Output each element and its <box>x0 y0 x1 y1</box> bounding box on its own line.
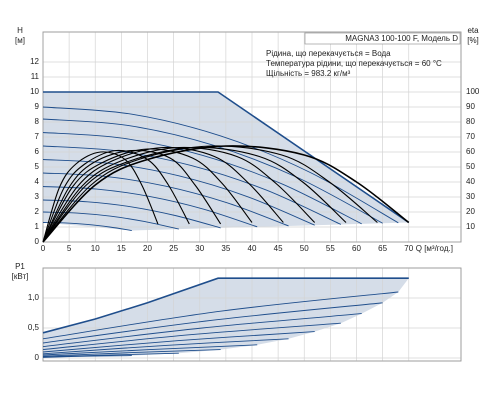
y-tick-label: 10 <box>30 87 39 96</box>
y-tick-label: 0 <box>35 237 40 246</box>
x-tick-label: 15 <box>117 244 126 253</box>
x-axis-label: Q [м³/год.] <box>416 244 453 253</box>
y-tick-label: 12 <box>30 57 39 66</box>
x-tick-label: 45 <box>274 244 283 253</box>
y2-tick-label: 30 <box>466 192 475 201</box>
y-axis-label: P1 <box>15 262 25 271</box>
x-tick-label: 70 <box>404 244 413 253</box>
performance-curve <box>42 291 399 340</box>
performance-curve <box>42 331 315 353</box>
y2-tick-label: 90 <box>466 102 475 111</box>
performance-curve <box>42 277 409 334</box>
y2-axis-unit: [%] <box>467 36 479 45</box>
y2-tick-label: 40 <box>466 177 475 186</box>
y2-axis-label: eta <box>467 26 479 35</box>
x-tick-label: 10 <box>91 244 100 253</box>
x-tick-label: 5 <box>67 244 72 253</box>
performance-curve <box>42 313 362 348</box>
performance-curve <box>42 338 289 355</box>
performance-curve <box>42 322 341 351</box>
x-tick-label: 50 <box>300 244 309 253</box>
y2-tick-label: 70 <box>466 132 475 141</box>
y2-tick-label: 50 <box>466 162 475 171</box>
y2-tick-label: 20 <box>466 207 475 216</box>
y-tick-label: 4 <box>35 177 40 186</box>
performance-curve <box>42 302 383 344</box>
y-axis-label: H <box>17 26 23 35</box>
y-tick-label: 2 <box>35 207 40 216</box>
performance-curve <box>42 118 383 224</box>
annotation: Температура рідини, що перекачується = 6… <box>266 59 442 68</box>
efficiency-curve <box>42 149 222 243</box>
x-tick-label: 30 <box>195 244 204 253</box>
y-tick-label: 0,5 <box>28 323 40 332</box>
y-tick-label: 7 <box>35 132 40 141</box>
efficiency-curve <box>42 149 190 243</box>
performance-curve <box>42 344 258 356</box>
efficiency-curve <box>42 151 159 243</box>
x-tick-label: 40 <box>248 244 257 253</box>
x-tick-label: 20 <box>143 244 152 253</box>
y-tick-label: 3 <box>35 192 40 201</box>
x-tick-label: 0 <box>41 244 46 253</box>
chart-title: MAGNA3 100-100 F, Модель D <box>345 34 458 43</box>
plot-border <box>42 31 462 243</box>
y2-tick-label: 60 <box>466 147 475 156</box>
y-tick-label: 6 <box>35 147 40 156</box>
performance-curve <box>42 132 362 225</box>
y-tick-label: 8 <box>35 117 40 126</box>
annotation: Щільність = 983.2 кг/м³ <box>266 69 351 78</box>
performance-curve <box>42 352 179 358</box>
annotation: Рідина, що перекачується = Вода <box>266 49 391 58</box>
plot-border <box>42 267 462 362</box>
performance-curve <box>42 172 289 227</box>
performance-curve <box>42 355 132 358</box>
efficiency-curve <box>42 145 378 243</box>
performance-curve <box>43 91 410 224</box>
y2-tick-label: 100 <box>466 87 480 96</box>
y-axis-unit: [м] <box>15 36 25 45</box>
performance-curve <box>42 186 258 228</box>
x-tick-label: 25 <box>169 244 178 253</box>
y2-tick-label: 10 <box>466 222 475 231</box>
y-tick-label: 11 <box>31 72 40 81</box>
x-tick-label: 55 <box>326 244 335 253</box>
performance-curve <box>42 349 221 357</box>
y-tick-label: 9 <box>35 102 40 111</box>
efficiency-curve <box>42 145 410 243</box>
x-tick-label: 60 <box>352 244 361 253</box>
title-box <box>304 32 461 45</box>
efficiency-curve <box>42 146 316 243</box>
x-tick-label: 65 <box>378 244 387 253</box>
y-tick-label: 5 <box>35 162 40 171</box>
y-tick-label: 1 <box>35 222 40 231</box>
y2-tick-label: 80 <box>466 117 475 126</box>
y-tick-label: 1,0 <box>28 293 40 302</box>
y-axis-unit: [кВт] <box>12 272 29 281</box>
x-tick-label: 35 <box>221 244 230 253</box>
performance-curve <box>42 106 399 224</box>
y-tick-label: 0 <box>35 353 40 362</box>
efficiency-curve <box>42 146 284 243</box>
